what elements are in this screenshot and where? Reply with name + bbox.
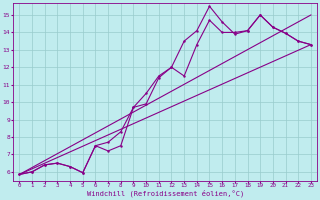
X-axis label: Windchill (Refroidissement éolien,°C): Windchill (Refroidissement éolien,°C) <box>86 190 244 197</box>
